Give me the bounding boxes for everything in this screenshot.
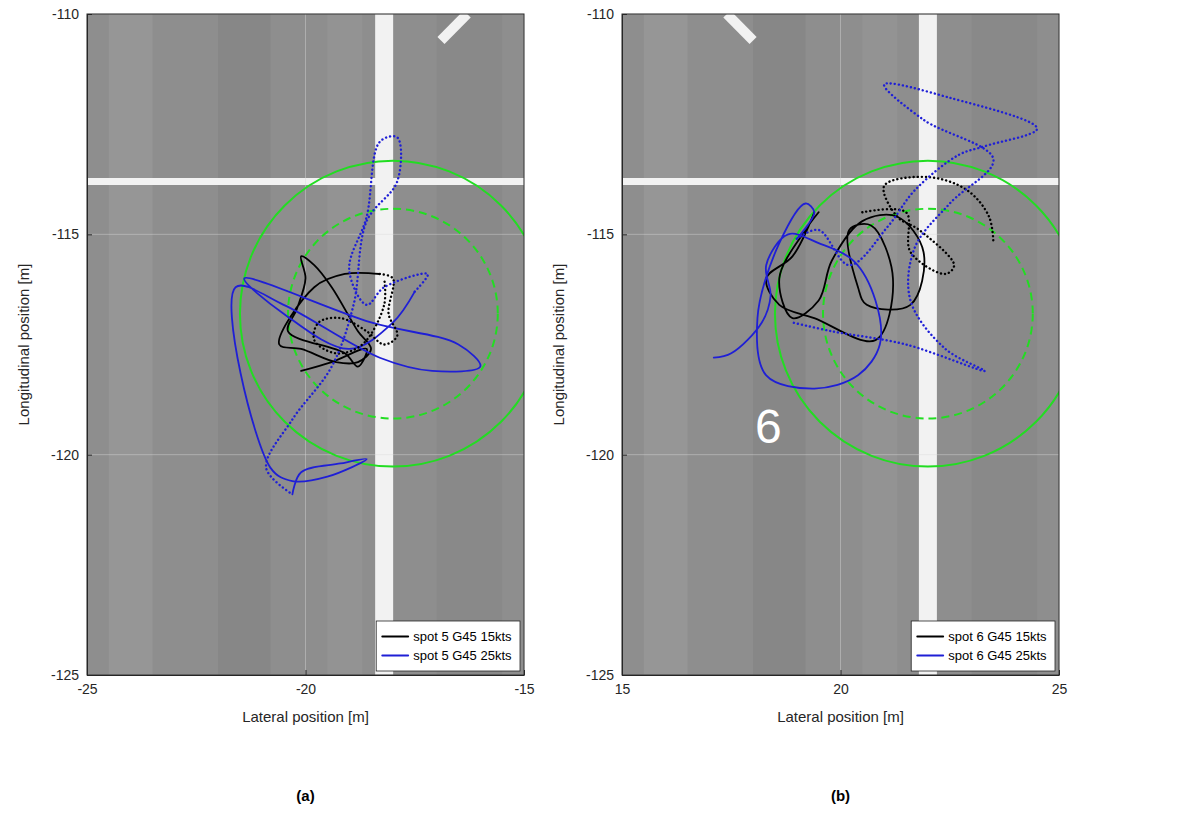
texture-band bbox=[644, 14, 688, 675]
y-axis-title: Longitudinal position [m] bbox=[15, 264, 32, 426]
legend: spot 5 G45 15kts spot 5 G45 25kts bbox=[376, 621, 520, 671]
trajectory bbox=[766, 212, 924, 341]
trajectory bbox=[792, 83, 1037, 371]
tick: 20 bbox=[833, 670, 849, 697]
texture-band bbox=[109, 14, 153, 675]
plot-area bbox=[622, 14, 1059, 675]
texture-band bbox=[218, 14, 270, 675]
tick-label: -110 bbox=[587, 6, 614, 22]
legend-swatch bbox=[917, 655, 943, 657]
panel: 6 15 20 25 -125 -120 -115 -110 Lateral position … bbox=[550, 6, 1081, 804]
panel-label: (a) bbox=[296, 787, 314, 804]
legend-box bbox=[376, 621, 520, 671]
grid-line bbox=[87, 454, 524, 455]
tick: -120 bbox=[51, 447, 92, 463]
grid-line bbox=[622, 234, 1059, 235]
plot-frame bbox=[87, 14, 524, 675]
tick-label: 15 bbox=[615, 681, 631, 697]
plot-frame bbox=[622, 14, 1059, 675]
tick-label: -125 bbox=[586, 667, 614, 683]
tick: -115 bbox=[587, 226, 627, 242]
grid-line bbox=[622, 454, 1059, 455]
tick-mark bbox=[87, 455, 92, 456]
deck-marking bbox=[441, 14, 467, 40]
y-axis-title: Longitudinal position [m] bbox=[550, 264, 567, 426]
tick: -20 bbox=[296, 670, 316, 697]
tick-label: -120 bbox=[586, 447, 614, 463]
tick-mark bbox=[306, 670, 307, 675]
figure: -25 -20 -15 -125 -120 -115 -110 Lateral positio… bbox=[0, 0, 1196, 831]
tick: -125 bbox=[586, 667, 627, 683]
background bbox=[622, 14, 1059, 675]
texture-band bbox=[753, 14, 805, 675]
legend-label: spot 5 G45 25kts bbox=[413, 648, 512, 663]
grid-line bbox=[840, 14, 841, 675]
tick-label: 25 bbox=[1052, 681, 1068, 697]
tick-mark bbox=[622, 455, 627, 456]
y-axis: -125 -120 -115 -110 bbox=[51, 6, 92, 683]
y-axis: -125 -120 -115 -110 bbox=[586, 6, 627, 683]
tick: -110 bbox=[587, 6, 627, 22]
limit-circle bbox=[823, 209, 1033, 419]
trajectory bbox=[314, 274, 398, 353]
legend-label: spot 5 G45 15kts bbox=[413, 629, 512, 644]
legend: spot 6 G45 15kts spot 6 G45 25kts bbox=[911, 621, 1055, 671]
x-axis-title: Lateral position [m] bbox=[242, 708, 369, 725]
tick-label: -120 bbox=[51, 447, 79, 463]
x-axis-title: Lateral position [m] bbox=[777, 708, 904, 725]
legend-swatch bbox=[382, 655, 408, 657]
x-axis: -25 -20 -15 bbox=[77, 670, 534, 697]
limit-circle bbox=[288, 209, 498, 419]
trajectory bbox=[231, 278, 480, 495]
tick: -115 bbox=[52, 226, 92, 242]
tick: -120 bbox=[586, 447, 627, 463]
tick-label: -15 bbox=[514, 681, 534, 697]
tick-label: -25 bbox=[77, 681, 97, 697]
legend-swatch bbox=[917, 636, 943, 638]
tick-mark bbox=[841, 670, 842, 675]
x-axis: 15 20 25 bbox=[615, 670, 1068, 697]
tick: -125 bbox=[51, 667, 92, 683]
deck-number: 6 bbox=[755, 400, 782, 453]
tick-label: -110 bbox=[52, 6, 79, 22]
panel: -25 -20 -15 -125 -120 -115 -110 Lateral positio… bbox=[15, 6, 546, 804]
tick-mark bbox=[87, 234, 92, 235]
grid-line bbox=[87, 234, 524, 235]
background bbox=[87, 14, 524, 675]
tick: 25 bbox=[1052, 670, 1068, 697]
deck-marking bbox=[727, 14, 753, 40]
legend-box bbox=[911, 621, 1055, 671]
grid-line bbox=[305, 14, 306, 675]
trajectory bbox=[279, 256, 380, 371]
trajectory bbox=[266, 136, 428, 494]
limit-circle bbox=[775, 161, 1059, 467]
tick-label: -20 bbox=[296, 681, 316, 697]
tick: -15 bbox=[514, 670, 534, 697]
tick: -110 bbox=[52, 6, 92, 22]
legend-label: spot 6 G45 25kts bbox=[948, 648, 1047, 663]
trajectory bbox=[714, 203, 881, 388]
tick-label: 20 bbox=[833, 681, 849, 697]
tick-label: -125 bbox=[51, 667, 79, 683]
plot-area bbox=[87, 14, 524, 675]
tick-mark bbox=[622, 234, 627, 235]
trajectory bbox=[862, 177, 993, 274]
legend-swatch bbox=[382, 636, 408, 638]
legend-label: spot 6 G45 15kts bbox=[948, 629, 1047, 644]
tick-label: -115 bbox=[587, 226, 614, 242]
deck-marking bbox=[919, 14, 937, 675]
tick-label: -115 bbox=[52, 226, 79, 242]
panel-label: (b) bbox=[831, 787, 850, 804]
